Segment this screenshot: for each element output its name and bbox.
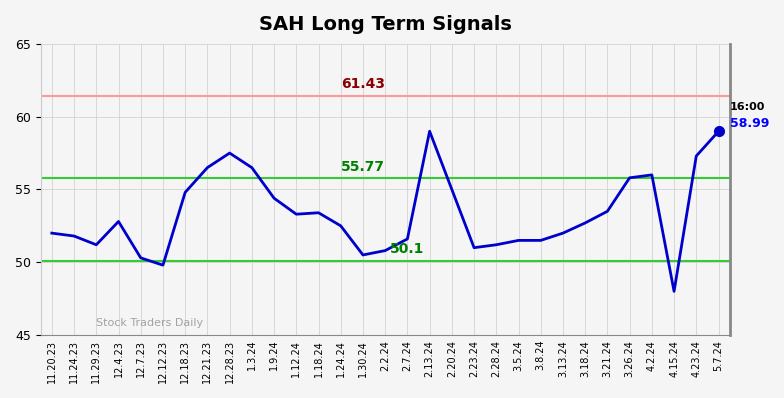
Text: 50.1: 50.1: [390, 242, 425, 256]
Title: SAH Long Term Signals: SAH Long Term Signals: [259, 15, 512, 34]
Text: Stock Traders Daily: Stock Traders Daily: [96, 318, 203, 328]
Text: 61.43: 61.43: [341, 78, 385, 92]
Text: 58.99: 58.99: [730, 117, 769, 130]
Text: 16:00: 16:00: [730, 101, 765, 111]
Text: 55.77: 55.77: [341, 160, 385, 174]
